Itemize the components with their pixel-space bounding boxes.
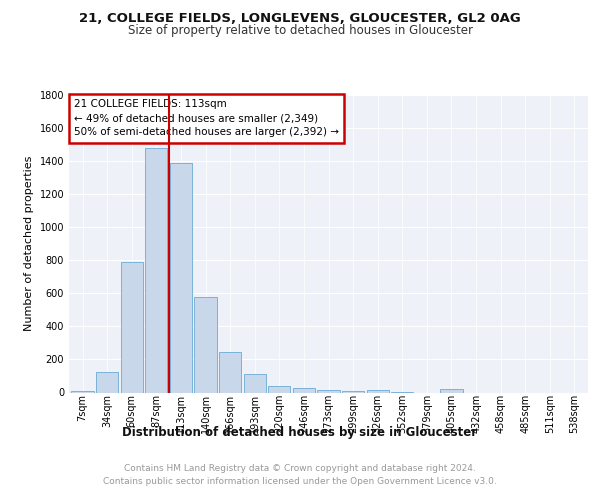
Text: 21 COLLEGE FIELDS: 113sqm
← 49% of detached houses are smaller (2,349)
50% of se: 21 COLLEGE FIELDS: 113sqm ← 49% of detac…	[74, 100, 339, 138]
Bar	[96, 372, 118, 392]
Bar	[121, 262, 143, 392]
Bar	[194, 298, 217, 392]
Bar	[244, 374, 266, 392]
Y-axis label: Number of detached properties: Number of detached properties	[24, 156, 34, 332]
Bar	[71, 391, 94, 392]
Text: Distribution of detached houses by size in Gloucester: Distribution of detached houses by size …	[122, 426, 478, 439]
Bar	[293, 388, 315, 392]
Bar	[170, 163, 192, 392]
Bar	[219, 352, 241, 393]
Text: Size of property relative to detached houses in Gloucester: Size of property relative to detached ho…	[128, 24, 473, 37]
Bar	[342, 390, 364, 392]
Text: Contains public sector information licensed under the Open Government Licence v3: Contains public sector information licen…	[103, 478, 497, 486]
Bar	[317, 390, 340, 392]
Bar	[367, 390, 389, 392]
Bar	[268, 386, 290, 392]
Text: 21, COLLEGE FIELDS, LONGLEVENS, GLOUCESTER, GL2 0AG: 21, COLLEGE FIELDS, LONGLEVENS, GLOUCEST…	[79, 12, 521, 26]
Bar	[440, 389, 463, 392]
Text: Contains HM Land Registry data © Crown copyright and database right 2024.: Contains HM Land Registry data © Crown c…	[124, 464, 476, 473]
Bar	[145, 148, 167, 392]
